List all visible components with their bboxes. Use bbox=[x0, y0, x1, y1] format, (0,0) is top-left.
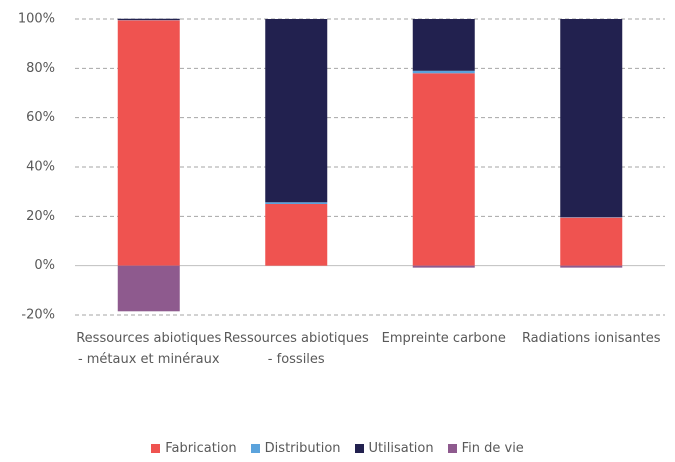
legend-item: Utilisation bbox=[354, 441, 434, 456]
legend: Fabrication Distribution Utilisation Fin de… bbox=[0, 441, 675, 456]
bar-segment bbox=[412, 73, 475, 266]
y-tick-label: 0% bbox=[34, 258, 55, 273]
bar-segment bbox=[117, 20, 180, 266]
x-tick-label: Radiations ionisantes bbox=[521, 331, 661, 346]
legend-swatch bbox=[250, 444, 260, 453]
legend-label: Utilisation bbox=[368, 441, 434, 456]
bar-segment bbox=[265, 204, 328, 266]
bar-segment bbox=[117, 265, 180, 312]
y-tick-label: -20% bbox=[21, 308, 55, 323]
x-tick-label: Empreinte carbone bbox=[381, 331, 506, 346]
bar-segment bbox=[560, 19, 623, 218]
bar-segment bbox=[412, 70, 475, 74]
x-tick-label: Ressources abiotiques - métaux et minéra… bbox=[76, 331, 222, 367]
legend-swatch bbox=[447, 444, 457, 453]
y-tick-label: 100% bbox=[18, 12, 55, 27]
legend-swatch bbox=[354, 444, 364, 453]
bar-segment bbox=[265, 19, 328, 203]
y-tick-label: 60% bbox=[26, 110, 55, 125]
x-tick-label: Ressources abiotiques - fossiles bbox=[223, 331, 369, 367]
y-tick-label: 20% bbox=[26, 209, 55, 224]
bar-segment bbox=[412, 265, 475, 268]
legend-item: Fabrication bbox=[151, 441, 237, 456]
bar-segment bbox=[412, 19, 475, 71]
legend-item: Distribution bbox=[250, 441, 341, 456]
bar-segment bbox=[560, 217, 623, 266]
y-tick-label: 40% bbox=[26, 160, 55, 175]
legend-label: Fabrication bbox=[165, 441, 237, 456]
legend-swatch bbox=[151, 444, 161, 453]
bar-segment bbox=[117, 18, 180, 20]
bar-segment bbox=[265, 202, 328, 204]
bar-segment bbox=[560, 265, 623, 268]
legend-label: Fin de vie bbox=[461, 441, 524, 456]
legend-item: Fin de vie bbox=[447, 441, 524, 456]
y-tick-label: 80% bbox=[26, 61, 55, 76]
legend-label: Distribution bbox=[264, 441, 341, 456]
